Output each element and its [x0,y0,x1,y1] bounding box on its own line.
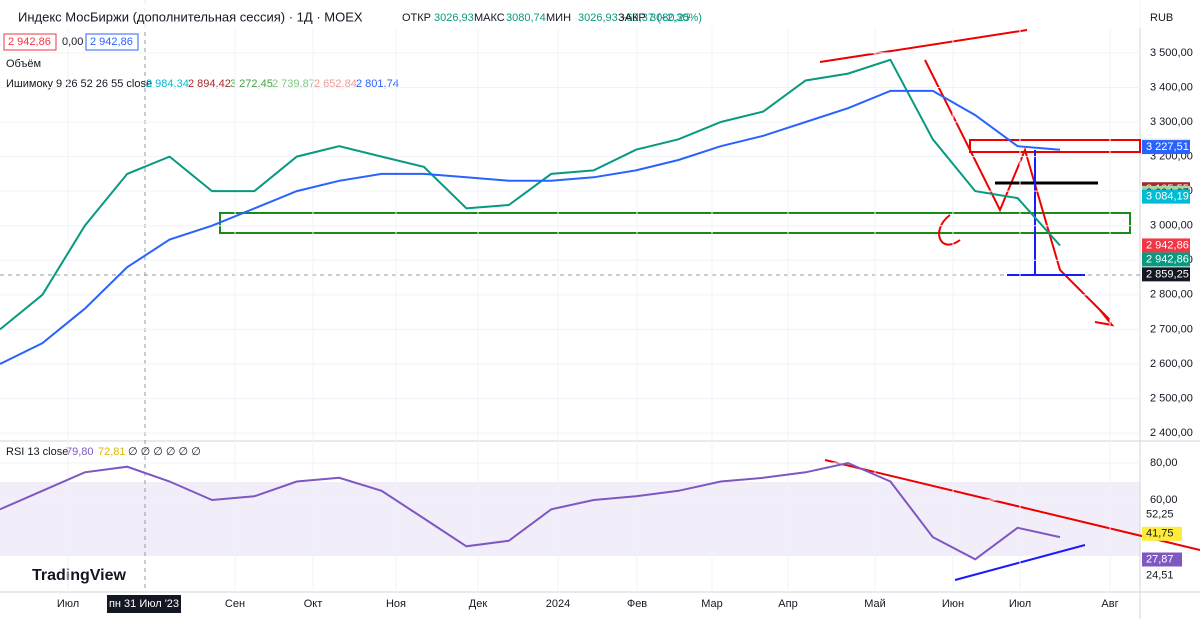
ohlc-key: ЗАКР [618,12,646,24]
crosshair-date: пн 31 Июл '23 [109,598,179,610]
rsi-tag [1142,526,1182,541]
price-tag [1142,189,1190,204]
price-tag [1142,238,1190,253]
rsi-tag-label: 41,75 [1146,528,1174,540]
x-tick-label: 2024 [546,598,570,610]
ichimoku-value: 2 894,42 [188,78,231,90]
rsi-tick-label: 80,00 [1150,457,1178,469]
x-tick-label: Окт [304,598,323,610]
price-tag-label: 3 084,19 [1146,191,1189,203]
rsi-tag [1142,552,1182,567]
volume-label: Объём [6,58,41,70]
ohlc-key: МАКС [474,12,505,24]
ohlc-key: ОТКР [402,12,431,24]
price-tag [1142,252,1190,267]
sell-button[interactable] [3,33,57,51]
x-tick-label: Ноя [386,598,406,610]
buy-button[interactable] [85,33,139,51]
ichimoku-label: Ишимоку 9 26 52 26 55 close [6,78,152,90]
x-tick-label: Апр [778,598,797,610]
symbol-title: Индекс МосБиржи (дополнительная сессия) … [18,9,363,24]
ohlc-key: МИН [546,12,571,24]
y-tick-label: 2 800,00 [1150,289,1193,301]
annotations [219,29,1200,581]
rsi-tag [1142,568,1182,583]
price-line [0,58,1061,331]
rsi-value: 79,80 [66,446,94,458]
rsi-tick-label: 60,00 [1150,494,1178,506]
ichimoku-value: 2 739,87 [272,78,315,90]
rsi-tag [1142,507,1182,522]
currency[interactable]: RUB [1150,12,1173,24]
x-tick-label: Дек [469,598,488,610]
y-tick-label: 3 500,00 [1150,47,1193,59]
x-tick-label: Июл [57,598,79,610]
y-tick-label: 2 400,00 [1150,427,1193,439]
rsi-tag-label: 27,87 [1146,553,1174,565]
x-tick-label: Авг [1101,598,1118,610]
rsi-tag-label: 24,51 [1146,570,1174,582]
ohlc-value: 3080,25 [650,12,690,24]
x-tick-label: Июн [942,598,964,610]
change: +69,37 (+2,30%) [620,12,702,24]
ichimoku-value: 2 801,74 [356,78,399,90]
ichimoku-value: 3 272,45 [230,78,273,90]
y-tick-label: 3 000,00 [1150,220,1193,232]
price-tag [1142,140,1190,155]
x-tick-label: Июл [1009,598,1031,610]
ichimoku-value: 2 984,34 [146,78,189,90]
price-tag-label: 3 227,51 [1146,141,1189,153]
y-tick-label: 3 300,00 [1150,116,1193,128]
y-tick-label: 2 700,00 [1150,323,1193,335]
price-tag-label: 2 942,86 [1146,253,1189,265]
header-bg [0,0,1200,28]
y-tick-label: 2 600,00 [1150,358,1193,370]
y-tick-label: 3 400,00 [1150,81,1193,93]
price-tag-label: 2 942,86 [1146,239,1189,251]
price-tag [1142,267,1190,282]
buy-price[interactable]: 2 942,86 [90,36,133,48]
rsi-ma: 72,81 [98,446,126,458]
price-tag-label: 2 859,25 [1146,268,1189,280]
ohlc-value: 3080,74 [506,12,546,24]
ichimoku-value: 2 652,84 [314,78,357,90]
price-line [0,89,1061,365]
x-tick-label: Май [864,598,886,610]
crosshair-date-bg [107,595,181,613]
sell-price[interactable]: 2 942,86 [8,36,51,48]
ohlc-value: 3026,93 [434,12,474,24]
rsi-extra: ∅ ∅ ∅ ∅ ∅ ∅ [128,446,201,458]
ohlc-value: 3026,93 [578,12,618,24]
spread: 0,00 [62,36,83,48]
rsi-line [0,461,1061,561]
y-tick-label: 2 500,00 [1150,392,1193,404]
logo: TradingView [32,567,127,584]
x-tick-label: Фев [627,598,647,610]
rsi-tag-label: 52,25 [1146,508,1174,520]
x-tick-label: Мар [701,598,723,610]
x-tick-label: Сен [225,598,245,610]
rsi-title: RSI 13 close [6,446,68,458]
rsi-band [0,482,1140,556]
